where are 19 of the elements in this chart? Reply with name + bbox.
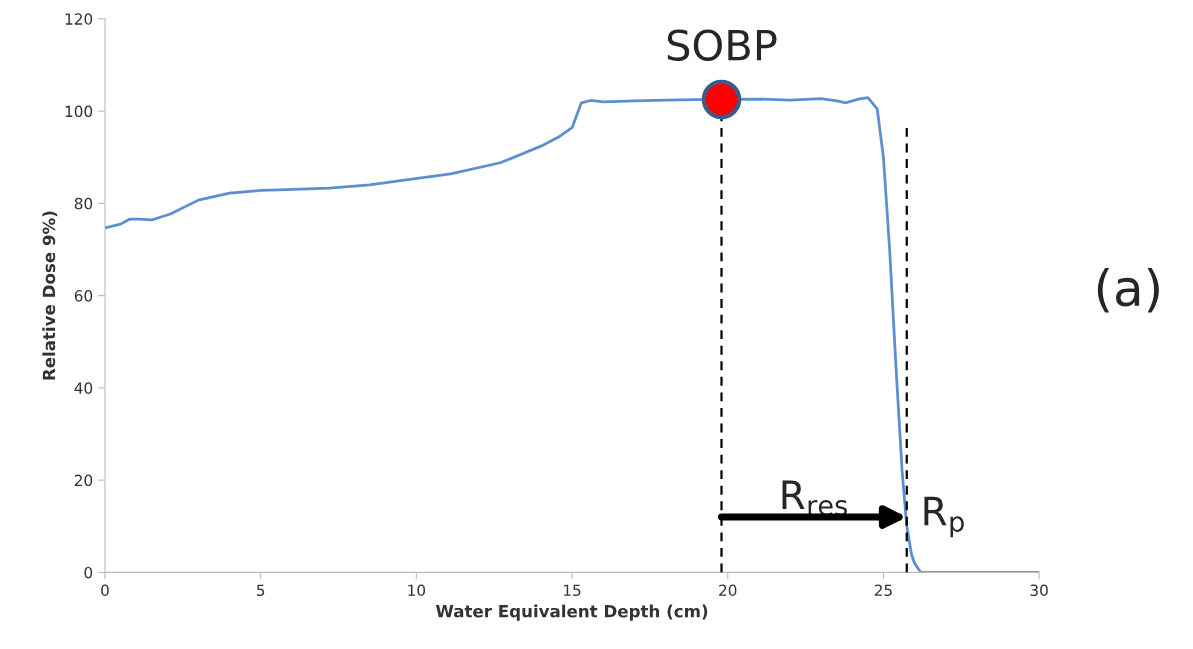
annotation: R$_{p}$ — [924, 496, 964, 538]
x-axis-title: Water Equivalent Depth (cm) — [435, 604, 708, 621]
y-tick-label: 80 — [74, 197, 93, 210]
x-tick-label: 20 — [719, 584, 737, 597]
x-tick-label: 5 — [256, 584, 265, 597]
x-tick-label: 25 — [874, 584, 892, 597]
y-tick-label: 40 — [74, 382, 93, 394]
y-tick-label: 20 — [74, 474, 93, 487]
y-tick-label: 120 — [65, 13, 93, 25]
x-tick-label: 15 — [564, 584, 581, 597]
y-tick-label: 100 — [65, 105, 93, 118]
y-tick-label: 60 — [74, 290, 93, 302]
x-tick-label: 10 — [408, 584, 426, 597]
x-tick-label: 0 — [101, 584, 109, 597]
y-axis-title: Relative Dose 9%) — [42, 211, 58, 380]
x-tick-label: 30 — [1030, 584, 1048, 597]
text: (a) — [1097, 267, 1159, 313]
y-tick-label: 0 — [84, 566, 93, 579]
annotation: SOBP — [667, 29, 777, 61]
